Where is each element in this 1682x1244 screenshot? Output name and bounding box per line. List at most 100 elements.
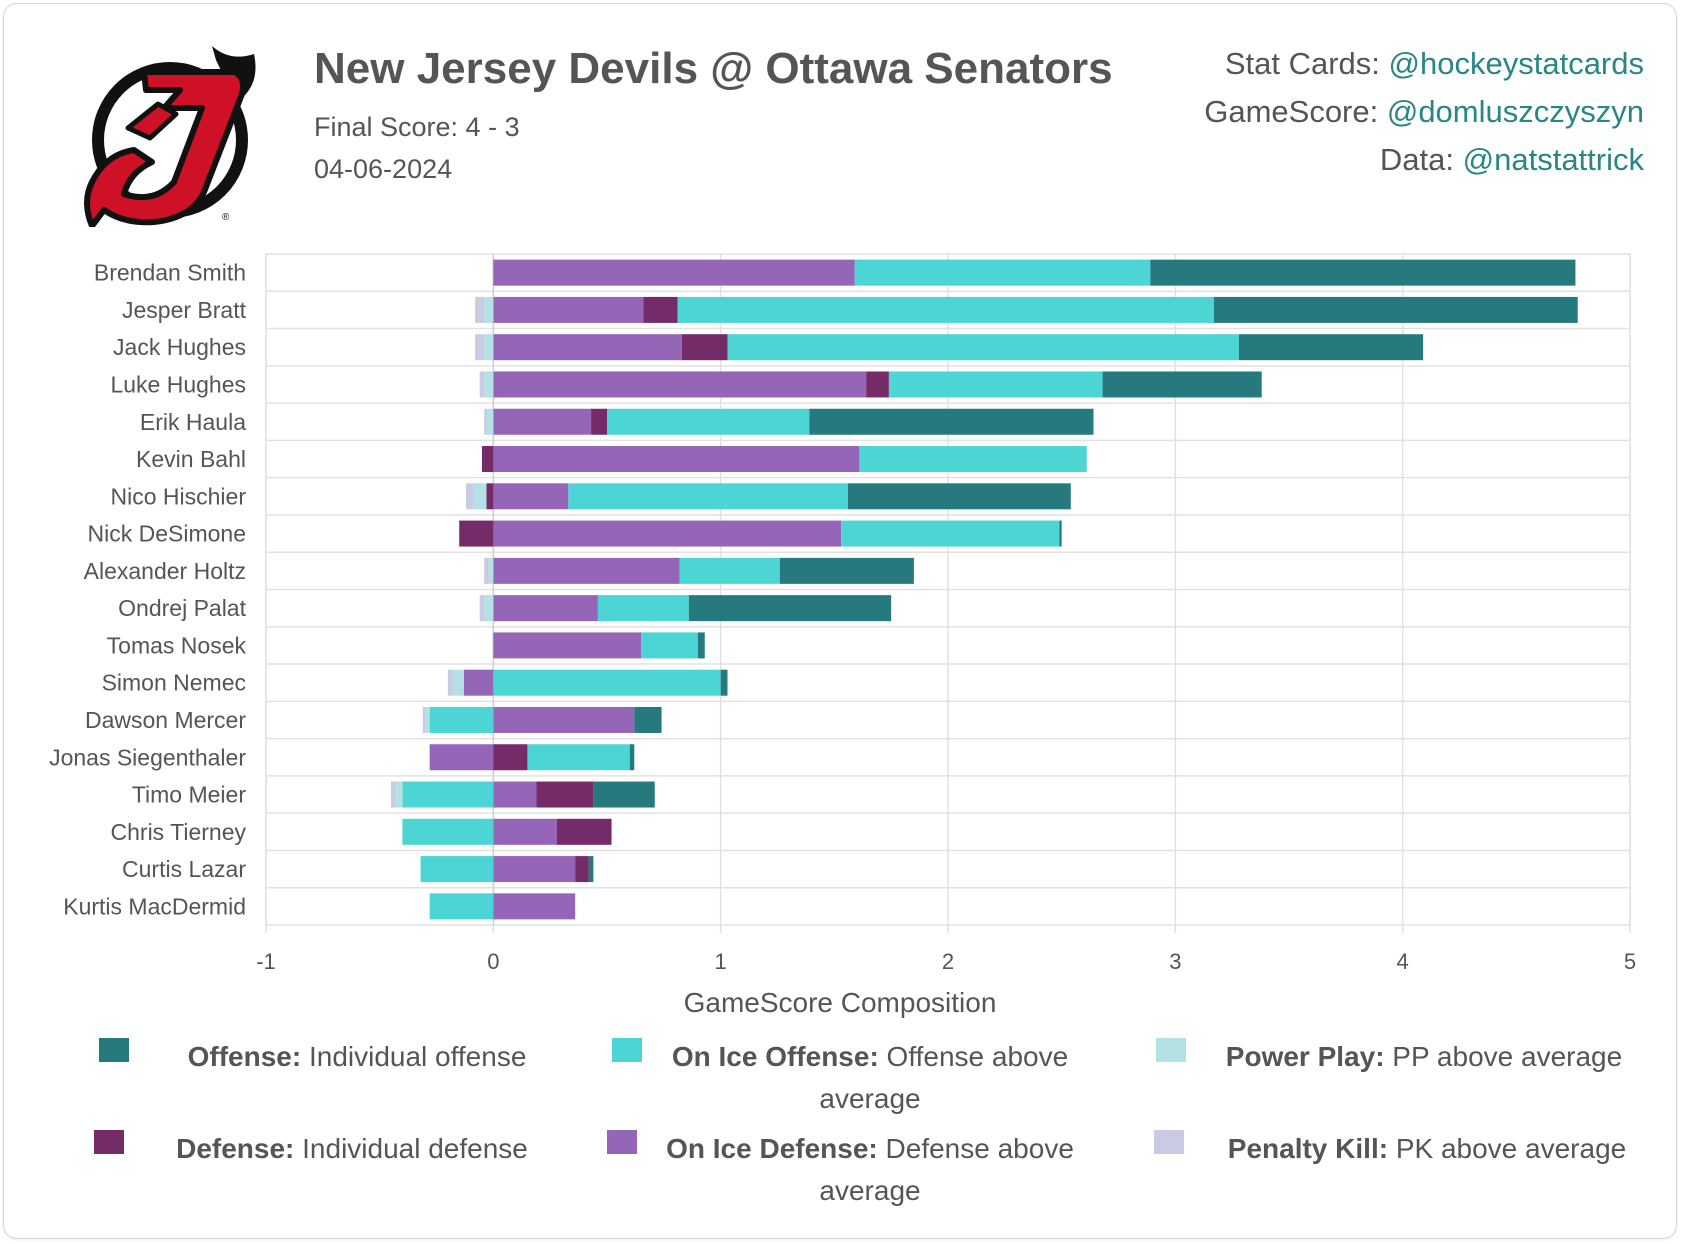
x-tick-label: 3: [1169, 949, 1181, 974]
bar-segment-on-ice-offense[interactable]: [420, 856, 494, 883]
bar-segment-penalty-kill[interactable]: [475, 334, 485, 361]
bar-segment-on-ice-offense[interactable]: [679, 557, 780, 584]
bar-segment-offense[interactable]: [1238, 334, 1424, 361]
bar-segment-power-play[interactable]: [472, 483, 487, 510]
bar-segment-offense[interactable]: [809, 408, 1094, 435]
bar-segment-power-play[interactable]: [425, 706, 430, 733]
bar-segment-penalty-kill[interactable]: [484, 557, 489, 584]
legend-swatch-power-play: [1156, 1038, 1186, 1062]
bar-segment-penalty-kill[interactable]: [479, 595, 485, 622]
bar-segment-offense[interactable]: [697, 632, 705, 659]
bar-segment-on-ice-offense[interactable]: [641, 632, 698, 659]
bar-segment-power-play[interactable]: [486, 408, 494, 435]
bar-segment-on-ice-defense[interactable]: [493, 446, 860, 473]
x-tick-label: 0: [487, 949, 499, 974]
player-label: Kevin Bahl: [136, 446, 246, 472]
bar-segment-on-ice-defense[interactable]: [429, 744, 494, 771]
bar-segment-penalty-kill[interactable]: [475, 296, 485, 323]
game-date: 04-06-2024: [314, 154, 453, 184]
player-label: Kurtis MacDermid: [63, 893, 246, 919]
bar-segment-on-ice-defense[interactable]: [493, 595, 598, 622]
bar-segment-penalty-kill[interactable]: [466, 483, 473, 510]
bar-segment-offense[interactable]: [720, 669, 728, 696]
bar-segment-on-ice-offense[interactable]: [888, 371, 1103, 398]
bar-segment-on-ice-defense[interactable]: [493, 259, 855, 286]
bar-segment-power-play[interactable]: [484, 595, 494, 622]
bar-segment-offense[interactable]: [1213, 296, 1578, 323]
bar-segment-defense[interactable]: [486, 483, 494, 510]
player-label: Erik Haula: [140, 409, 246, 435]
bar-segment-on-ice-offense[interactable]: [854, 259, 1151, 286]
credit-handle-link[interactable]: @natstattrick: [1462, 142, 1644, 177]
bar-segment-on-ice-defense[interactable]: [493, 818, 557, 845]
bar-segment-offense[interactable]: [1059, 520, 1062, 547]
bar-segment-offense[interactable]: [779, 557, 914, 584]
bar-segment-on-ice-offense[interactable]: [402, 818, 494, 845]
bar-segment-penalty-kill[interactable]: [422, 706, 426, 733]
bar-segment-defense[interactable]: [481, 446, 494, 473]
bar-segment-on-ice-offense[interactable]: [727, 334, 1239, 361]
bar-segment-offense[interactable]: [1102, 371, 1262, 398]
legend-swatch-on-ice-defense: [607, 1130, 637, 1154]
bar-segment-on-ice-offense[interactable]: [527, 744, 630, 771]
bar-segment-offense[interactable]: [629, 744, 635, 771]
bar-segment-defense[interactable]: [575, 856, 589, 883]
bar-segment-on-ice-offense[interactable]: [841, 520, 1060, 547]
bar-segment-on-ice-offense[interactable]: [677, 296, 1214, 323]
bar-segment-offense[interactable]: [593, 781, 655, 808]
bar-segment-power-play[interactable]: [484, 334, 494, 361]
bar-segment-power-play[interactable]: [488, 557, 494, 584]
credit-gamescore: GameScore: @domluszczyszyn: [1204, 94, 1644, 129]
bar-segment-on-ice-defense[interactable]: [493, 632, 642, 659]
bar-segment-power-play[interactable]: [395, 781, 403, 808]
credit-stat-cards: Stat Cards: @hockeystatcards: [1224, 46, 1644, 81]
bar-segment-on-ice-offense[interactable]: [429, 706, 494, 733]
bar-segment-on-ice-defense[interactable]: [493, 893, 576, 920]
bar-segment-defense[interactable]: [556, 818, 612, 845]
bar-segment-on-ice-offense[interactable]: [493, 669, 721, 696]
bar-segment-on-ice-defense[interactable]: [493, 706, 635, 733]
bar-segment-on-ice-defense[interactable]: [493, 520, 842, 547]
bar-segment-offense[interactable]: [1150, 259, 1576, 286]
bar-segment-power-play[interactable]: [452, 669, 464, 696]
bar-segment-defense[interactable]: [591, 408, 607, 435]
bar-segment-on-ice-offense[interactable]: [607, 408, 810, 435]
bar-segment-defense[interactable]: [682, 334, 728, 361]
bar-segment-on-ice-defense[interactable]: [493, 856, 576, 883]
bar-segment-defense[interactable]: [493, 744, 528, 771]
bar-segment-on-ice-defense[interactable]: [493, 334, 683, 361]
bar-segment-defense[interactable]: [866, 371, 889, 398]
bar-segment-on-ice-defense[interactable]: [493, 371, 867, 398]
bar-segment-on-ice-offense[interactable]: [429, 893, 494, 920]
bar-segment-on-ice-offense[interactable]: [568, 483, 848, 510]
bar-segment-defense[interactable]: [536, 781, 594, 808]
bar-segment-offense[interactable]: [688, 595, 892, 622]
bar-segment-on-ice-defense[interactable]: [493, 557, 680, 584]
bar-segment-defense[interactable]: [643, 296, 678, 323]
bar-segment-on-ice-defense[interactable]: [463, 669, 494, 696]
x-tick-label: 1: [715, 949, 727, 974]
bar-segment-on-ice-defense[interactable]: [493, 408, 592, 435]
bar-segment-penalty-kill[interactable]: [447, 669, 453, 696]
credit-handle-link[interactable]: @hockeystatcards: [1388, 46, 1644, 81]
bar-segment-offense[interactable]: [588, 856, 594, 883]
bar-segment-on-ice-offense[interactable]: [859, 446, 1087, 473]
bar-segment-offense[interactable]: [847, 483, 1071, 510]
bar-segment-power-play[interactable]: [484, 371, 494, 398]
bar-segment-defense[interactable]: [459, 520, 494, 547]
bar-segment-penalty-kill[interactable]: [484, 408, 487, 435]
player-label: Ondrej Palat: [118, 595, 246, 621]
bar-segment-penalty-kill[interactable]: [391, 781, 396, 808]
bar-segment-on-ice-offense[interactable]: [597, 595, 689, 622]
bar-segment-on-ice-offense[interactable]: [402, 781, 494, 808]
bar-segment-penalty-kill[interactable]: [479, 371, 485, 398]
bar-segment-offense[interactable]: [634, 706, 662, 733]
bar-segment-power-play[interactable]: [484, 296, 494, 323]
player-label: Alexander Holtz: [84, 558, 246, 584]
bar-segment-on-ice-defense[interactable]: [493, 296, 644, 323]
credit-handle-link[interactable]: @domluszczyszyn: [1386, 94, 1644, 129]
bar-segment-on-ice-defense[interactable]: [493, 483, 569, 510]
player-label: Jesper Bratt: [122, 297, 247, 323]
bar-segment-on-ice-defense[interactable]: [493, 781, 537, 808]
